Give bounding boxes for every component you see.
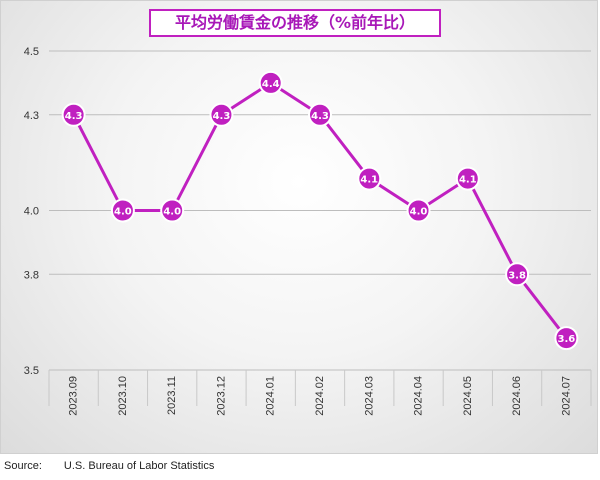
chart-area: 平均労働賃金の推移（%前年比） 3.5 3.8 4.0 4.3 4.5 2023.09 20… <box>0 0 598 454</box>
x-tick-label: 2023.09 <box>68 376 80 416</box>
data-point <box>209 102 234 127</box>
x-tick-label: 2024.06 <box>511 376 523 416</box>
x-tick-label: 2023.11 <box>166 376 178 415</box>
chart-title: 平均労働賃金の推移（%前年比） <box>149 9 441 37</box>
data-label: 4.0 <box>163 207 181 218</box>
x-tick-label: 2024.04 <box>413 376 425 416</box>
x-tick-label: 2024.05 <box>462 376 474 416</box>
data-point <box>160 198 185 223</box>
x-tick-label: 2024.07 <box>560 376 572 416</box>
data-point <box>61 102 86 127</box>
x-tick-label: 2024.03 <box>363 376 375 416</box>
data-point <box>258 70 283 95</box>
x-tick-label: 2023.10 <box>117 376 129 416</box>
line-chart: 3.5 3.8 4.0 4.3 4.5 2023.09 2023.10 2023.11 2023… <box>24 46 592 416</box>
data-point <box>406 198 431 223</box>
data-label: 4.3 <box>311 111 329 122</box>
data-label: 3.6 <box>558 334 576 345</box>
data-label: 4.3 <box>65 111 83 122</box>
data-point <box>505 262 530 287</box>
x-tick-label: 2024.02 <box>314 376 326 416</box>
data-label: 3.8 <box>508 270 526 281</box>
data-label: 4.0 <box>410 207 428 218</box>
data-point <box>357 166 382 191</box>
data-label: 4.1 <box>360 175 378 186</box>
y-tick-label: 4.0 <box>24 206 39 218</box>
y-tick-label: 4.5 <box>24 46 39 58</box>
source-label: Source: <box>4 460 42 472</box>
x-tick-label: 2023.12 <box>215 376 227 416</box>
data-point <box>455 166 480 191</box>
y-tick-label: 4.3 <box>24 110 39 122</box>
data-label: 4.4 <box>262 79 280 90</box>
data-label: 4.0 <box>114 207 132 218</box>
x-tick-label: 2024.01 <box>265 376 277 416</box>
data-point <box>110 198 135 223</box>
y-tick-label: 3.8 <box>24 269 39 281</box>
data-label: 4.1 <box>459 175 477 186</box>
data-point <box>554 326 579 351</box>
y-tick-label: 3.5 <box>24 365 39 377</box>
source-value: U.S. Bureau of Labor Statistics <box>63 460 215 472</box>
data-label: 4.3 <box>213 111 231 122</box>
data-point <box>308 102 332 127</box>
source-note: Source: U.S. Bureau of Labor Statistics <box>4 460 214 472</box>
